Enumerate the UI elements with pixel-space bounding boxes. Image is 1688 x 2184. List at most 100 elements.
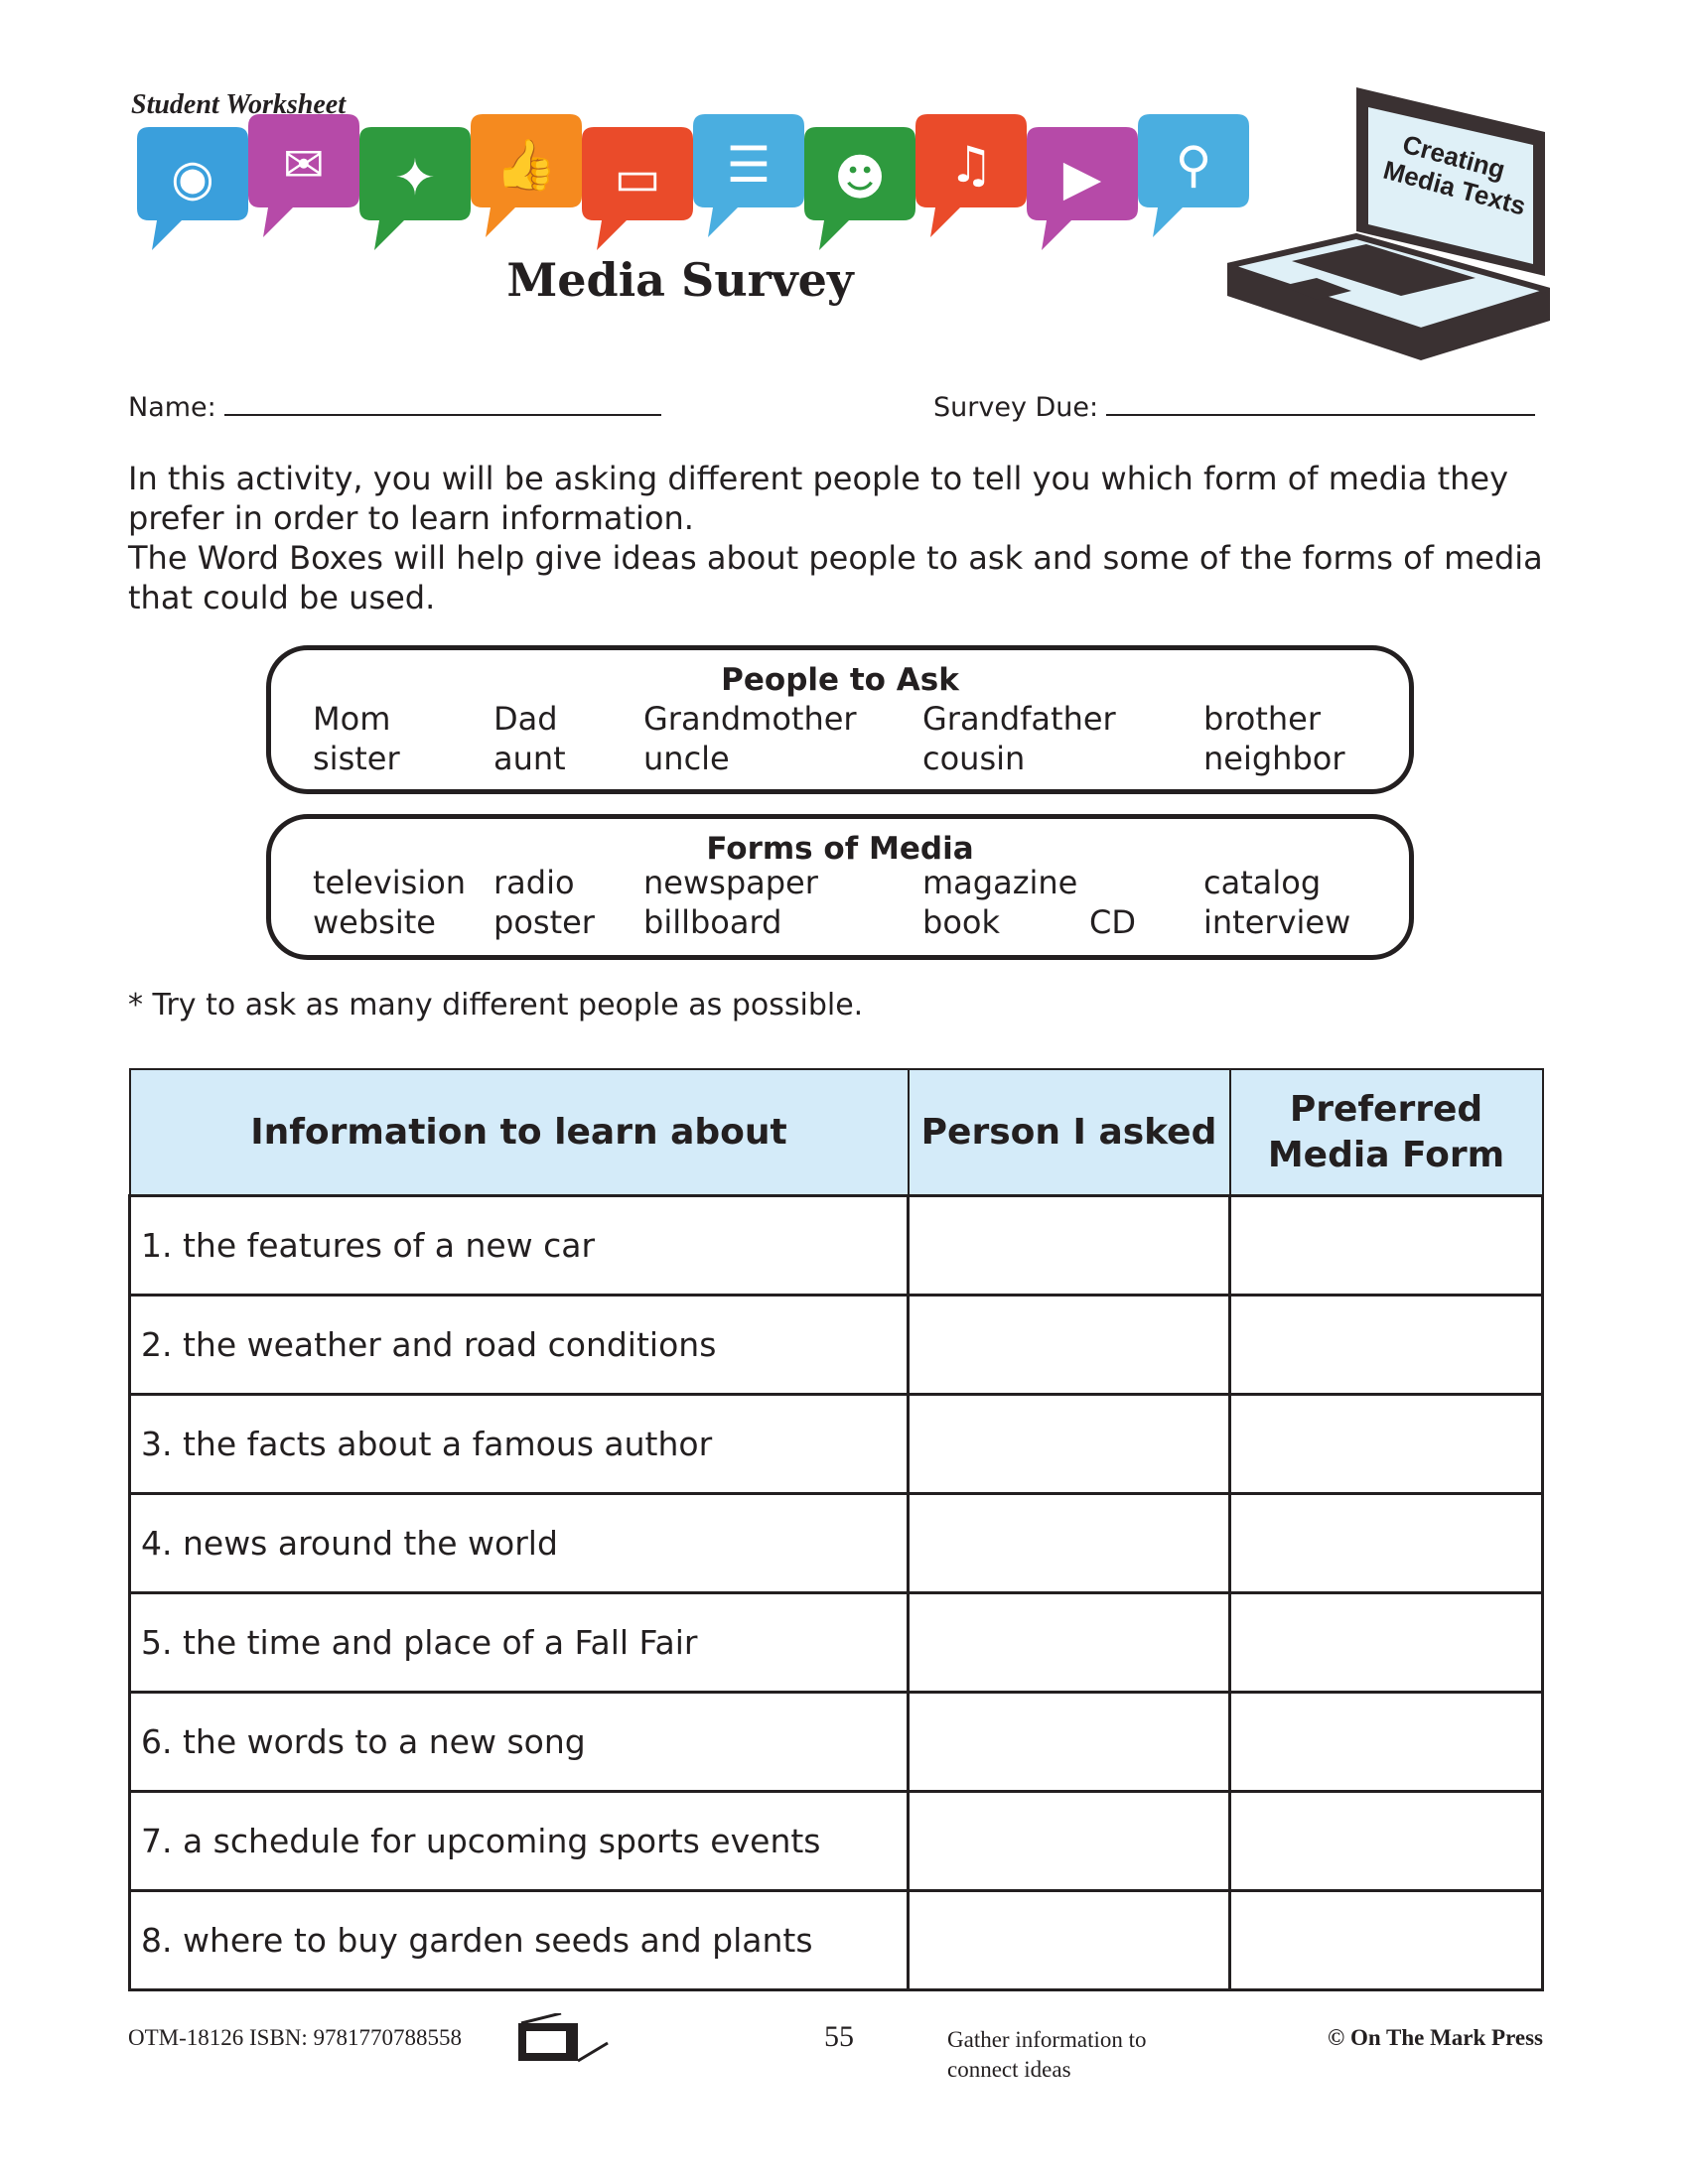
svg-text:✉: ✉ bbox=[283, 136, 325, 194]
instructions-line: In this activity, you will be asking dif… bbox=[128, 460, 1509, 537]
survey-due-field[interactable]: Survey Due: bbox=[933, 392, 1536, 423]
svg-text:⚲: ⚲ bbox=[1176, 136, 1212, 194]
svg-text:♫: ♫ bbox=[949, 136, 994, 194]
person-cell[interactable] bbox=[907, 1492, 1231, 1594]
box-title: Forms of Media bbox=[706, 831, 974, 867]
word-item: uncle bbox=[643, 740, 730, 777]
name-label: Name: bbox=[128, 392, 216, 423]
note: * Try to ask as many different people as… bbox=[128, 988, 864, 1023]
music-icon: ♫ bbox=[915, 114, 1027, 237]
box-title: People to Ask bbox=[721, 662, 959, 698]
survey-table: Information to learn about Person I aske… bbox=[128, 1068, 1544, 1991]
table-row: 8. where to buy garden seeds and plants bbox=[128, 1889, 1544, 1991]
laptop-icon: CreatingMedia Texts bbox=[1227, 87, 1550, 360]
person-cell[interactable] bbox=[907, 1294, 1231, 1396]
play-icon: ▶ bbox=[1027, 127, 1138, 250]
page-number: 55 bbox=[824, 2020, 854, 2053]
word-item: Grandmother bbox=[643, 700, 857, 738]
table-row: 5. the time and place of a Fall Fair bbox=[128, 1591, 1544, 1694]
info-cell: 3. the facts about a famous author bbox=[128, 1393, 910, 1495]
instructions: In this activity, you will be asking dif… bbox=[128, 459, 1558, 617]
people-to-ask-box: People to Ask Mom Dad Grandmother Grandfath… bbox=[266, 645, 1414, 794]
info-cell: 5. the time and place of a Fall Fair bbox=[128, 1591, 910, 1694]
svg-text:▶: ▶ bbox=[1063, 149, 1102, 206]
media-form-cell[interactable] bbox=[1228, 1591, 1544, 1694]
word-item: radio bbox=[493, 864, 575, 901]
media-form-cell[interactable] bbox=[1228, 1790, 1544, 1892]
info-cell: 4. news around the world bbox=[128, 1492, 910, 1594]
svg-text:✦: ✦ bbox=[394, 149, 436, 206]
svg-text:▭: ▭ bbox=[614, 149, 660, 206]
info-cell: 6. the words to a new song bbox=[128, 1691, 910, 1793]
person-cell[interactable] bbox=[907, 1194, 1231, 1297]
mail-icon: ✉ bbox=[248, 114, 359, 237]
table-row: 7. a schedule for upcoming sports events bbox=[128, 1790, 1544, 1892]
people-icon: ☻ bbox=[804, 127, 915, 250]
word-item: cousin bbox=[922, 740, 1026, 777]
word-item: sister bbox=[313, 740, 400, 777]
media-form-cell[interactable] bbox=[1228, 1492, 1544, 1594]
forms-of-media-box: Forms of Media television radio newspaper m… bbox=[266, 814, 1414, 960]
word-item: website bbox=[313, 903, 436, 941]
word-item: magazine bbox=[922, 864, 1078, 901]
media-icons-banner: ◉ ✉ ✦ 👍 ▭ ☰ ☻ ♫ ▶ ⚲ bbox=[137, 114, 1249, 250]
word-item: CD bbox=[1089, 903, 1136, 941]
instructions-line: The Word Boxes will help give ideas abou… bbox=[128, 539, 1543, 616]
name-line[interactable] bbox=[223, 392, 661, 416]
svg-text:◉: ◉ bbox=[171, 149, 214, 206]
name-field[interactable]: Name: bbox=[128, 392, 661, 423]
word-item: television bbox=[313, 864, 467, 901]
media-form-cell[interactable] bbox=[1228, 1194, 1544, 1297]
word-item: interview bbox=[1203, 903, 1351, 941]
column-header: Person I asked bbox=[907, 1068, 1231, 1197]
media-form-cell[interactable] bbox=[1228, 1691, 1544, 1793]
info-cell: 2. the weather and road conditions bbox=[128, 1294, 910, 1396]
word-item: billboard bbox=[643, 903, 782, 941]
table-row: 1. the features of a new car bbox=[128, 1194, 1544, 1297]
person-cell[interactable] bbox=[907, 1691, 1231, 1793]
info-cell: 1. the features of a new car bbox=[128, 1194, 910, 1297]
thumbs-up-icon: 👍 bbox=[471, 114, 582, 237]
rss-icon: ◉ bbox=[137, 127, 248, 250]
word-item: catalog bbox=[1203, 864, 1322, 901]
table-row: 3. the facts about a famous author bbox=[128, 1393, 1544, 1495]
media-form-cell[interactable] bbox=[1228, 1294, 1544, 1396]
survey-due-label: Survey Due: bbox=[933, 392, 1099, 423]
word-item: aunt bbox=[493, 740, 566, 777]
table-row: 2. the weather and road conditions bbox=[128, 1294, 1544, 1396]
word-item: brother bbox=[1203, 700, 1322, 738]
info-cell: 7. a schedule for upcoming sports events bbox=[128, 1790, 910, 1892]
column-header: Information to learn about bbox=[128, 1068, 910, 1197]
footer-code: OTM-18126 ISBN: 9781770788558 bbox=[128, 2025, 463, 2050]
info-cell: 8. where to buy garden seeds and plants bbox=[128, 1889, 910, 1991]
copyright: © On The Mark Press bbox=[1328, 2025, 1543, 2050]
media-form-cell[interactable] bbox=[1228, 1393, 1544, 1495]
word-item: Mom bbox=[313, 700, 391, 738]
search-icon: ⚲ bbox=[1138, 114, 1249, 237]
person-cell[interactable] bbox=[907, 1790, 1231, 1892]
word-item: Dad bbox=[493, 700, 558, 738]
person-cell[interactable] bbox=[907, 1393, 1231, 1495]
column-header: Preferred Media Form bbox=[1228, 1068, 1544, 1197]
table-row: 6. the words to a new song bbox=[128, 1691, 1544, 1793]
table-row: 4. news around the world bbox=[128, 1492, 1544, 1594]
word-item: book bbox=[922, 903, 1000, 941]
caption-line: Gather information to bbox=[947, 2027, 1147, 2052]
person-cell[interactable] bbox=[907, 1889, 1231, 1991]
svg-text:☻: ☻ bbox=[834, 149, 886, 206]
twitter-icon: ✦ bbox=[359, 127, 471, 250]
svg-text:👍: 👍 bbox=[495, 136, 557, 194]
caption-line: connect ideas bbox=[947, 2057, 1071, 2082]
person-cell[interactable] bbox=[907, 1591, 1231, 1694]
chat-icon: ☰ bbox=[693, 114, 804, 237]
word-item: neighbor bbox=[1203, 740, 1345, 777]
word-item: Grandfather bbox=[922, 700, 1116, 738]
media-form-cell[interactable] bbox=[1228, 1889, 1544, 1991]
survey-due-line[interactable] bbox=[1106, 392, 1536, 416]
word-item: newspaper bbox=[643, 864, 818, 901]
footer-caption: Gather information to connect ideas bbox=[947, 2025, 1147, 2085]
scissors-cut-icon bbox=[518, 2013, 609, 2063]
computer-icon: ▭ bbox=[582, 127, 693, 250]
page-title: Media Survey bbox=[506, 253, 854, 307]
